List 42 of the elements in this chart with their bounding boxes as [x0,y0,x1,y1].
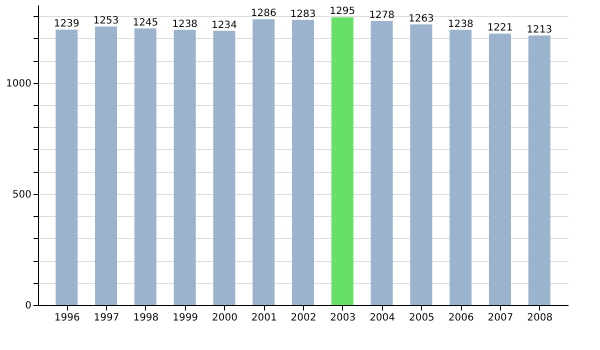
x-tick-label: 2004 [370,312,396,324]
x-tick-label: 2000 [212,312,238,324]
x-tick-label: 1996 [54,312,80,324]
data-label: 1234 [211,20,237,31]
x-tick-label: 1999 [172,312,198,324]
x-tick-label: 1997 [94,312,120,324]
bar [410,24,432,305]
data-label: 1238 [172,18,198,30]
data-label: 1283 [290,8,316,20]
bar [252,19,275,305]
y-tick-label: 0 [25,300,32,312]
x-tick-label: 2005 [408,312,434,324]
data-label: 1245 [132,17,158,28]
data-label: 1253 [93,16,119,27]
x-tick-label: 2008 [527,312,553,324]
data-label: 1278 [369,10,395,21]
data-label: 1263 [408,13,434,24]
bar [56,30,78,305]
data-label: 1239 [54,18,80,30]
y-tick-label: 1000 [6,78,32,90]
bar [134,28,156,305]
x-tick-label: 2002 [290,312,316,324]
data-label: 1286 [250,8,276,20]
bar [331,17,354,305]
bar [488,34,511,305]
data-label: 1238 [448,18,474,30]
bar [292,20,314,305]
data-label: 1221 [487,22,513,34]
x-tick-label: 2006 [448,312,474,324]
x-tick-label: 2003 [330,312,356,324]
x-tick-label: 2007 [488,312,514,324]
bar [528,35,550,305]
bar [95,26,118,305]
bar [370,21,393,305]
bar [213,30,236,305]
x-tick-label: 2001 [251,312,277,324]
data-label: 1213 [526,24,552,36]
x-tick-label: 1998 [133,312,159,324]
bar [174,30,196,305]
y-tick-label: 500 [12,189,32,200]
bar [450,30,472,305]
data-label: 1295 [330,6,356,18]
